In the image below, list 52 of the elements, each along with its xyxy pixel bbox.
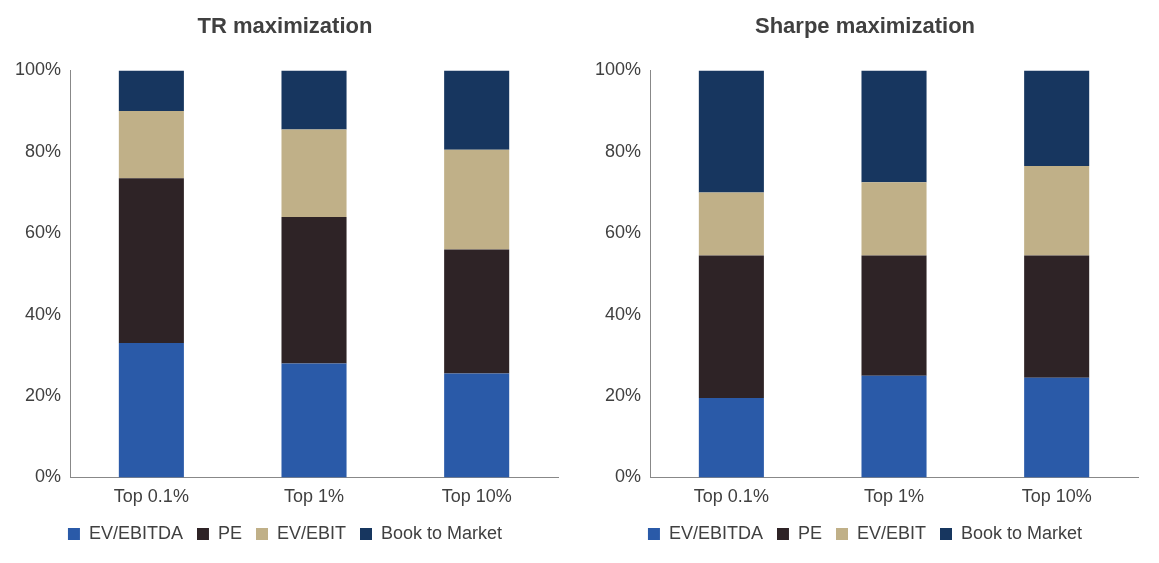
- x-tick-label: Top 10%: [441, 486, 512, 507]
- y-tick-label: 0%: [35, 466, 62, 487]
- bar: [118, 178, 184, 344]
- bar: [444, 149, 510, 250]
- bar: [861, 182, 927, 256]
- bar: [118, 111, 184, 179]
- bar: [444, 70, 510, 150]
- bar: [118, 70, 184, 112]
- bar: [1024, 255, 1090, 378]
- y-tick-label: 80%: [25, 140, 62, 161]
- legend-label: EV/EBIT: [276, 522, 347, 543]
- legend-label: EV/EBIT: [856, 522, 927, 543]
- bar: [444, 373, 510, 478]
- bar: [281, 129, 347, 217]
- bar: [281, 363, 347, 478]
- bar: [861, 255, 927, 376]
- x-tick-label: Top 10%: [1021, 486, 1092, 507]
- y-tick-label: 80%: [605, 140, 642, 161]
- y-tick-label: 20%: [25, 384, 62, 405]
- bar: [281, 216, 347, 364]
- bar: [861, 375, 927, 478]
- legend-label: EV/EBITDA: [88, 522, 183, 543]
- x-tick-label: Top 1%: [864, 486, 925, 507]
- y-tick-label: 100%: [14, 59, 62, 80]
- bar: [1024, 166, 1090, 256]
- y-tick-label: 60%: [605, 222, 642, 243]
- chart-title: Sharpe maximization: [754, 13, 976, 39]
- bar: [444, 249, 510, 374]
- bar: [698, 255, 764, 399]
- x-tick-label: Top 0.1%: [113, 486, 189, 507]
- x-tick-label: Top 1%: [284, 486, 345, 507]
- legend-label: PE: [217, 522, 242, 543]
- y-tick-label: 20%: [605, 384, 642, 405]
- x-tick-label: Top 0.1%: [693, 486, 769, 507]
- y-tick-label: 60%: [25, 222, 62, 243]
- bar: [698, 70, 764, 193]
- bar: [1024, 70, 1090, 167]
- y-tick-label: 100%: [594, 59, 642, 80]
- bar: [118, 343, 184, 478]
- bar: [861, 70, 927, 183]
- bar: [1024, 377, 1090, 478]
- bar: [281, 70, 347, 130]
- chart-title: TR maximization: [197, 13, 373, 39]
- legend-label: EV/EBITDA: [668, 522, 763, 543]
- legend-label: PE: [797, 522, 822, 543]
- y-tick-label: 0%: [615, 466, 642, 487]
- y-tick-label: 40%: [605, 303, 642, 324]
- legend-label: Book to Market: [381, 522, 503, 543]
- bar: [698, 192, 764, 256]
- bar: [698, 398, 764, 478]
- y-tick-label: 40%: [25, 303, 62, 324]
- legend-label: Book to Market: [961, 522, 1083, 543]
